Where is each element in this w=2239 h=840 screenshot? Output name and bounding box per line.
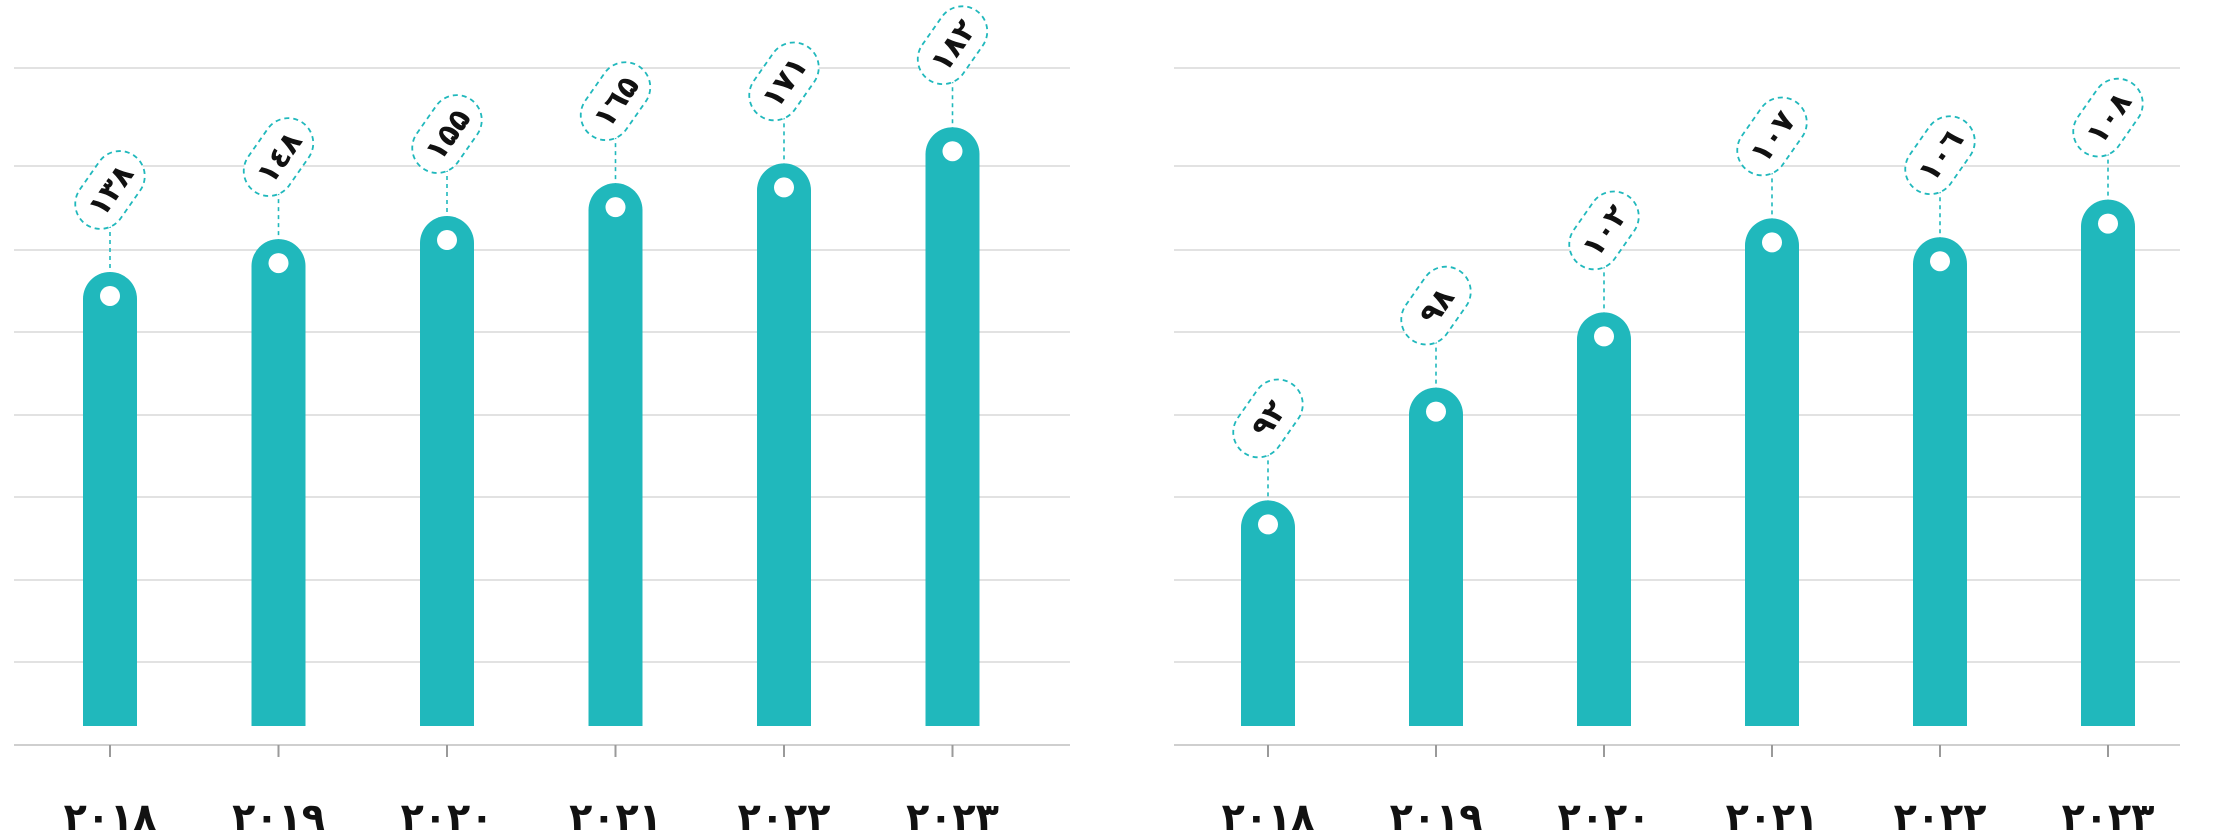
bar-dot bbox=[437, 230, 457, 251]
value-label-pill: ۱٤۸ bbox=[242, 117, 315, 197]
bar-dot bbox=[1258, 514, 1278, 535]
bar-dot bbox=[605, 197, 626, 218]
bar bbox=[925, 127, 980, 726]
bar-dot bbox=[774, 177, 794, 198]
value-label-border bbox=[411, 94, 483, 174]
x-tick-label: ۲۰۱۸ bbox=[64, 795, 157, 839]
x-tick-label: ۲۰۱۸ bbox=[1222, 795, 1315, 839]
bar-dot bbox=[1594, 326, 1614, 347]
x-tick-label: ۲۰۲۱ bbox=[1726, 795, 1819, 839]
value-label-pill: ۱۳۸ bbox=[74, 150, 146, 230]
bar-dot bbox=[268, 253, 289, 274]
bar bbox=[251, 239, 306, 726]
value-label-border bbox=[579, 61, 652, 141]
x-tick-label: ۲۰۱۹ bbox=[1390, 795, 1483, 839]
value-label-border bbox=[748, 41, 820, 122]
x-tick-label: ۲۰۲۳ bbox=[2062, 795, 2155, 839]
value-label-pill: ۹۸ bbox=[1400, 265, 1472, 346]
bar bbox=[757, 163, 811, 726]
value-label-pill: ۱۰۷ bbox=[1736, 96, 1808, 177]
bar-dot bbox=[1930, 251, 1950, 272]
bar-dot bbox=[1762, 232, 1782, 253]
bar-chart-right: ۹۲ ۲۰۱۸ ۹۸ ۲۰۱۹ ۱۰۲ ۲۰۲۰ ۱۰۷ ۲۰۲۱ ۱۰٦ ۲۰۲۲ ۱۰۸ ۲۰۲۳ bbox=[1174, 67, 2180, 839]
bar bbox=[588, 183, 643, 726]
bar-dot bbox=[1426, 401, 1446, 422]
bar-dot bbox=[2098, 213, 2118, 234]
value-label-border bbox=[2072, 77, 2144, 158]
value-label-border bbox=[74, 150, 146, 230]
bar-dot bbox=[100, 285, 120, 306]
value-label-border bbox=[1400, 265, 1472, 346]
bar bbox=[420, 216, 474, 727]
bar bbox=[1577, 312, 1631, 726]
value-label-border bbox=[916, 5, 989, 86]
value-label-pill: ۱۰٦ bbox=[1904, 115, 1976, 196]
bar bbox=[1745, 218, 1799, 726]
value-label-border bbox=[1568, 190, 1640, 271]
value-label-pill: ۱۰۸ bbox=[2072, 77, 2144, 158]
x-tick-label: ۲۰۲۱ bbox=[569, 795, 662, 839]
value-label-border bbox=[1232, 378, 1304, 459]
bar bbox=[1913, 237, 1967, 726]
x-tick-label: ۲۰۲۲ bbox=[738, 795, 831, 839]
value-label-pill: ۱۸۲ bbox=[916, 5, 989, 86]
value-label-pill: ۱۰۲ bbox=[1568, 190, 1640, 271]
bar bbox=[1241, 500, 1295, 726]
bar-chart-left: ۱۳۸۲۰۱۸۱٤۸۲۰۱۹۱۵۵۲۰۲۰۱٦۵۲۰۲۱۱۷۱۲۰۲۲۱۸۲۲۰… bbox=[14, 5, 1070, 839]
bar bbox=[2081, 199, 2135, 727]
value-label-pill: ۱۵۵ bbox=[411, 94, 483, 174]
x-tick-label: ۲۰۲۰ bbox=[1558, 795, 1651, 839]
value-label-border bbox=[1736, 96, 1808, 177]
x-tick-label: ۲۰۲۳ bbox=[906, 795, 999, 839]
bar bbox=[83, 271, 137, 726]
value-label-pill: ۱۷۱ bbox=[748, 41, 820, 122]
x-tick-label: ۲۰۲۲ bbox=[1894, 795, 1987, 839]
value-label-border bbox=[242, 117, 315, 197]
value-label-border bbox=[1904, 115, 1976, 196]
bar bbox=[1409, 387, 1463, 726]
bar-dot bbox=[942, 141, 963, 162]
x-tick-label: ۲۰۲۰ bbox=[401, 795, 494, 839]
value-label-pill: ۹۲ bbox=[1232, 378, 1304, 459]
x-tick-label: ۲۰۱۹ bbox=[232, 795, 325, 839]
